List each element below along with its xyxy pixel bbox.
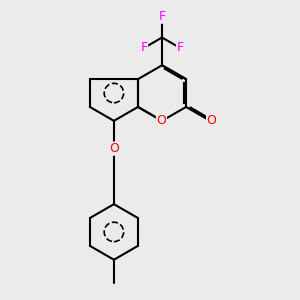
Text: F: F (176, 41, 184, 54)
Text: O: O (207, 114, 217, 127)
Text: F: F (158, 10, 166, 23)
Text: O: O (157, 114, 166, 127)
Text: O: O (109, 142, 119, 155)
Text: F: F (140, 41, 148, 54)
